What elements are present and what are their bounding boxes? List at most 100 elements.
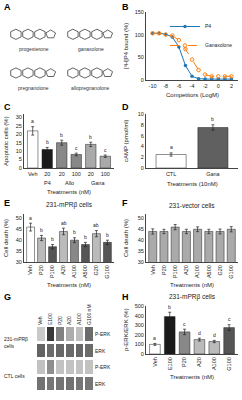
svg-text:10: 10	[138, 111, 144, 117]
svg-text:Allo: Allo	[65, 180, 74, 186]
svg-text:25: 25	[16, 123, 22, 129]
svg-text:c: c	[75, 145, 78, 151]
svg-text:2: 2	[141, 154, 144, 160]
svg-text:P100: P100	[172, 265, 178, 278]
svg-text:2: 2	[230, 83, 233, 89]
svg-text:P100: P100	[49, 265, 55, 278]
svg-text:100: 100	[72, 171, 81, 177]
svg-text:A100: A100	[194, 265, 200, 278]
svg-text:Cell death (%): Cell death (%)	[123, 219, 129, 257]
svg-text:G100: G100	[104, 265, 110, 278]
svg-text:35: 35	[138, 248, 144, 254]
svg-text:Veh: Veh	[152, 357, 158, 366]
svg-text:400: 400	[135, 313, 144, 319]
svg-text:Treatments (10nM): Treatments (10nM)	[167, 181, 218, 187]
svg-text:E100: E100	[47, 313, 53, 325]
svg-text:E100: E100	[167, 357, 173, 370]
svg-text:c: c	[104, 147, 107, 153]
svg-text:20: 20	[59, 171, 65, 177]
svg-text:G100: G100	[226, 357, 232, 370]
svg-text:A500: A500	[206, 265, 212, 278]
svg-text:CTL cells: CTL cells	[4, 373, 25, 379]
svg-text:15: 15	[16, 140, 22, 146]
svg-text:45: 45	[16, 226, 22, 232]
svg-text:A20: A20	[183, 265, 189, 275]
svg-text:b: b	[40, 227, 43, 233]
svg-text:cAMP (pmol/ml): cAMP (pmol/ml)	[123, 119, 129, 162]
svg-text:Gana: Gana	[206, 171, 220, 177]
svg-text:A20: A20	[66, 316, 72, 325]
svg-text:ganaxolone: ganaxolone	[78, 46, 104, 52]
svg-text:30: 30	[16, 259, 22, 265]
svg-text:Treatments (nM): Treatments (nM)	[170, 282, 214, 288]
svg-text:ab: ab	[61, 220, 67, 226]
svg-text:231-mPRβ cells: 231-mPRβ cells	[46, 201, 93, 209]
svg-text:40: 40	[138, 237, 144, 243]
svg-text:p-ERK/ERK (%): p-ERK/ERK (%)	[123, 308, 129, 351]
svg-text:c: c	[183, 321, 186, 327]
svg-text:8: 8	[141, 122, 144, 128]
svg-text:H: H	[122, 292, 129, 302]
svg-text:500: 500	[135, 303, 144, 309]
svg-text:-6: -6	[176, 83, 181, 89]
svg-text:231-vector cells: 231-vector cells	[169, 202, 215, 209]
svg-text:Apoptotic cells (%): Apoptotic cells (%)	[3, 116, 9, 166]
svg-text:G: G	[4, 292, 11, 302]
svg-text:50: 50	[138, 215, 144, 221]
svg-text:A100: A100	[76, 313, 82, 325]
svg-text:Veh: Veh	[150, 265, 156, 274]
svg-text:A500: A500	[82, 265, 88, 278]
svg-text:30: 30	[138, 259, 144, 265]
svg-text:progesterone: progesterone	[19, 46, 49, 52]
svg-text:231-mPRβ cells: 231-mPRβ cells	[169, 293, 216, 301]
svg-text:b: b	[73, 229, 76, 235]
svg-text:-8: -8	[163, 83, 168, 89]
svg-text:b: b	[51, 236, 54, 242]
svg-text:G100: G100	[228, 265, 234, 278]
svg-text:Competitors (LogM): Competitors (LogM)	[166, 92, 219, 98]
svg-text:P4: P4	[205, 23, 211, 29]
svg-text:30: 30	[16, 114, 22, 120]
svg-text:a: a	[31, 118, 34, 124]
svg-text:d: d	[213, 332, 216, 338]
svg-text:100: 100	[101, 171, 110, 177]
svg-text:20: 20	[88, 171, 94, 177]
svg-text:4: 4	[141, 143, 144, 149]
svg-text:B: B	[122, 2, 129, 12]
svg-text:Gana: Gana	[91, 180, 105, 186]
svg-text:0: 0	[19, 165, 22, 171]
svg-text:Veh: Veh	[28, 171, 37, 177]
svg-text:b: b	[46, 139, 49, 145]
svg-text:ab: ab	[93, 222, 99, 228]
svg-text:C: C	[4, 102, 11, 112]
svg-text:20: 20	[44, 171, 50, 177]
svg-text:Treatments (nM): Treatments (nM)	[47, 189, 91, 195]
svg-text:CTL: CTL	[166, 171, 176, 177]
svg-text:-2: -2	[203, 83, 208, 89]
svg-text:Veh: Veh	[27, 265, 33, 274]
svg-text:G20: G20	[217, 265, 223, 275]
svg-text:P4: P4	[44, 180, 51, 186]
svg-text:Veh: Veh	[37, 316, 43, 325]
svg-text:0: 0	[141, 77, 144, 83]
svg-text:A100: A100	[211, 357, 217, 370]
svg-text:P-ERK: P-ERK	[95, 331, 111, 337]
svg-text:45: 45	[138, 226, 144, 232]
svg-text:Cell death (%): Cell death (%)	[3, 219, 9, 257]
svg-text:b: b	[84, 234, 87, 240]
svg-text:100: 100	[135, 341, 144, 347]
svg-text:b: b	[60, 132, 63, 138]
svg-text:a: a	[153, 335, 156, 341]
svg-text:10: 10	[16, 148, 22, 154]
svg-text:200: 200	[135, 332, 144, 338]
svg-text:0: 0	[141, 351, 144, 357]
svg-text:6: 6	[141, 133, 144, 139]
svg-text:c: c	[228, 316, 231, 322]
svg-text:0: 0	[141, 165, 144, 171]
svg-text:Treatments (nM): Treatments (nM)	[170, 374, 214, 380]
svg-text:P20: P20	[38, 265, 44, 275]
svg-text:F: F	[122, 198, 128, 208]
svg-text:35: 35	[16, 248, 22, 254]
svg-text:G100 nM: G100 nM	[86, 304, 92, 325]
svg-text:E: E	[4, 198, 10, 208]
